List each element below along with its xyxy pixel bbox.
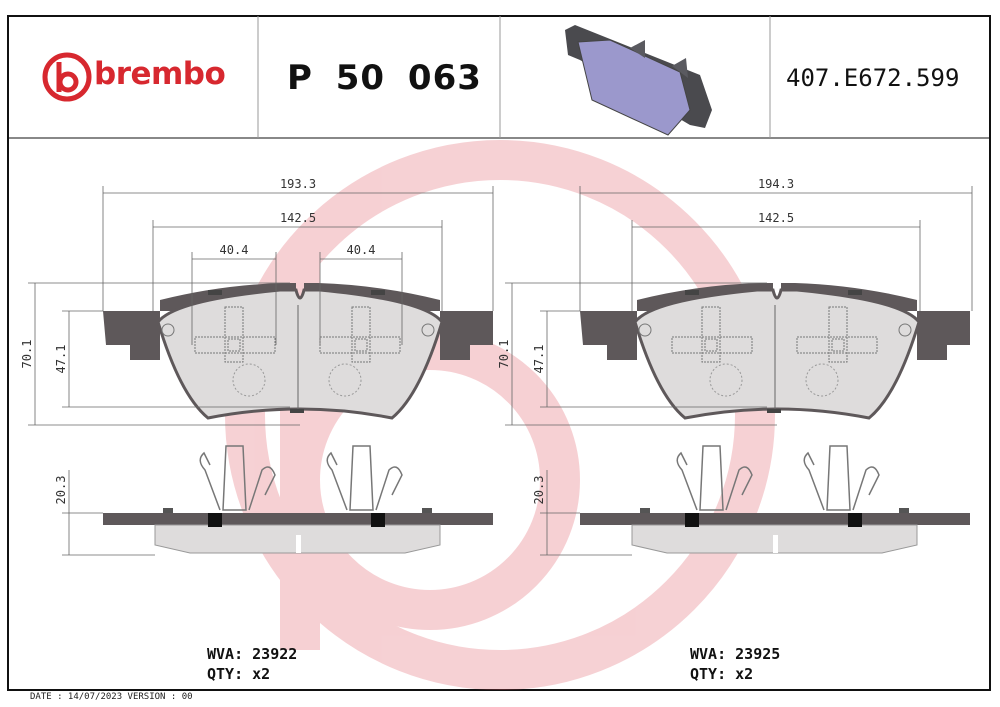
brembo-logo-icon (42, 52, 92, 102)
wva-label: WVA: (207, 645, 244, 663)
dim-overall-height: 70.1 (497, 340, 511, 369)
brake-pad-3d-image (565, 25, 712, 136)
right-wva: WVA: 23925 (690, 645, 780, 663)
wva-label: WVA: (690, 645, 727, 663)
dim-friction-height: 47.1 (532, 345, 546, 374)
sheet-frame (7, 15, 991, 691)
dim-clip-right: 40.4 (347, 243, 376, 257)
dim-thickness: 20.3 (54, 476, 68, 505)
dim-overall-width: 193.3 (280, 177, 316, 191)
qty-label: QTY: (207, 665, 244, 683)
footer-date-version: DATE : 14/07/2023 VERSION : 00 (30, 692, 193, 702)
dimension-lines (28, 186, 973, 556)
brand-name: brembo (94, 56, 226, 92)
right-pad-front-view (578, 281, 972, 420)
dim-thickness: 20.3 (532, 476, 546, 505)
left-wva: WVA: 23922 (207, 645, 297, 663)
right-pad-side-view (579, 445, 971, 554)
left-qty: QTY: x2 (207, 665, 270, 683)
dim-overall-width: 194.3 (758, 177, 794, 191)
part-number: P 50 063 (287, 58, 482, 98)
dim-friction-width: 142.5 (758, 211, 794, 225)
dim-clip-left: 40.4 (220, 243, 249, 257)
dim-overall-height: 70.1 (20, 340, 34, 369)
qty-value: x2 (252, 665, 271, 683)
reference-code: 407.E672.599 (786, 64, 960, 92)
brembo-watermark-logo (225, 140, 775, 690)
dim-friction-height: 47.1 (54, 345, 68, 374)
right-qty: QTY: x2 (690, 665, 753, 683)
qty-label: QTY: (690, 665, 727, 683)
dim-friction-width: 142.5 (280, 211, 316, 225)
qty-value: x2 (735, 665, 754, 683)
wva-value: 23925 (735, 645, 781, 663)
wva-value: 23922 (252, 645, 298, 663)
